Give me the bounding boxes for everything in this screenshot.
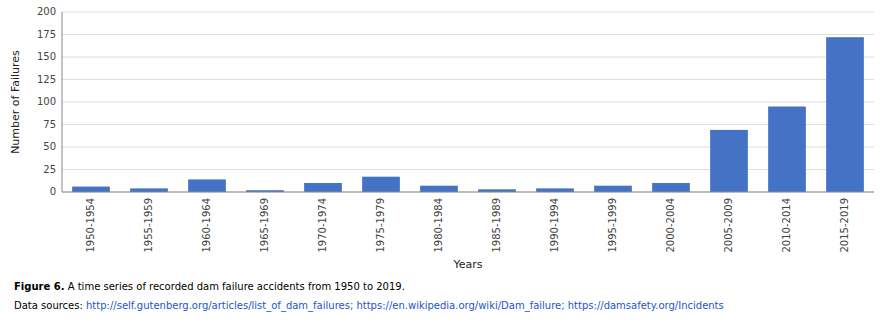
grid-line (62, 124, 874, 125)
x-tick-label: 1975-1979 (375, 198, 386, 253)
y-tick-label: 75 (43, 119, 56, 130)
y-axis-label: Number of Failures (9, 50, 22, 154)
y-tick-label: 25 (43, 164, 56, 175)
y-tick-label: 150 (37, 51, 56, 62)
bar (362, 177, 400, 192)
bar (420, 186, 458, 192)
x-tick-label: 1965-1969 (259, 198, 270, 253)
bar (768, 107, 806, 193)
grid-line (62, 12, 874, 13)
x-tick-label: 1970-1974 (317, 198, 328, 253)
x-tick-label: 1980-1984 (433, 198, 444, 253)
grid-line (62, 192, 874, 193)
bar (826, 37, 864, 192)
x-tick-label: 2005-2009 (723, 198, 734, 253)
x-tick-label: 1995-1999 (607, 198, 618, 253)
x-axis-label: Years (452, 258, 482, 271)
grid-line (62, 57, 874, 58)
bar (130, 188, 168, 192)
bar (536, 188, 574, 192)
y-tick-label: 0 (50, 186, 56, 197)
caption-text: http://self.gutenberg.org/articles/list_… (86, 300, 724, 312)
bar (72, 187, 110, 192)
caption-text: Data sources: (14, 300, 86, 311)
y-axis-line (62, 12, 63, 192)
bars (72, 37, 864, 192)
caption-text: Figure 6. (14, 281, 65, 292)
x-tick-label: 2010-2014 (781, 198, 792, 253)
y-tick-label: 200 (37, 6, 56, 17)
bar (594, 186, 632, 192)
y-tick-label: 100 (37, 96, 56, 107)
grid-line (62, 169, 874, 170)
bar (304, 183, 342, 192)
bar (188, 179, 226, 192)
grid (62, 12, 874, 192)
caption-text: A time series of recorded dam failure ac… (65, 281, 405, 292)
grid-line (62, 102, 874, 103)
caption-line: Data sources: http://self.gutenberg.org/… (14, 300, 724, 312)
x-tick-label: 2015-2019 (839, 198, 850, 253)
x-tick-label: 1950-1954 (85, 198, 96, 253)
grid-line (62, 34, 874, 35)
chart: 0 25 50 75 100 125 150 175 200 1950-1954 1955-1959… (0, 0, 892, 324)
bar (652, 183, 690, 192)
x-ticks: 1950-1954 1955-1959 1960-1964 1965-1969 1970… (85, 198, 850, 253)
x-tick-label: 1990-1994 (549, 198, 560, 253)
y-tick-label: 125 (37, 74, 56, 85)
x-tick-label: 2000-2004 (665, 198, 676, 253)
x-tick-label: 1955-1959 (143, 198, 154, 253)
grid-line (62, 79, 874, 80)
y-tick-label: 50 (43, 141, 56, 152)
y-ticks: 0 25 50 75 100 125 150 175 200 (37, 6, 56, 197)
y-tick-label: 175 (37, 29, 56, 40)
grid-line (62, 147, 874, 148)
bar (710, 130, 748, 192)
x-axis-line (62, 192, 874, 193)
caption-line: Figure 6. A time series of recorded dam … (14, 281, 405, 292)
x-tick-label: 1985-1989 (491, 198, 502, 253)
x-tick-label: 1960-1964 (201, 198, 212, 253)
